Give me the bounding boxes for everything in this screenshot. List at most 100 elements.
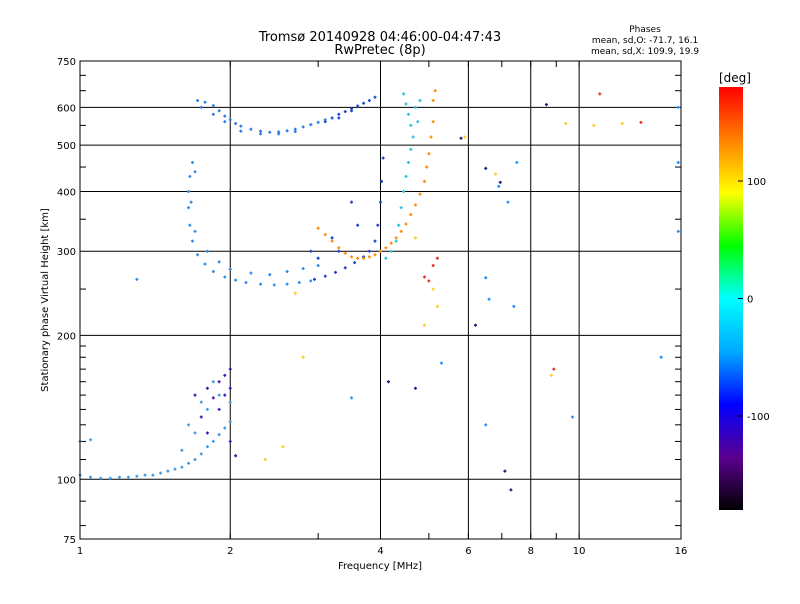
data-point (362, 256, 366, 260)
data-point (380, 179, 384, 183)
x-axis-label: Frequency [MHz] (338, 561, 422, 572)
data-point (425, 165, 429, 169)
data-point (373, 253, 377, 257)
data-point (506, 200, 510, 204)
data-point (190, 160, 194, 164)
data-point (404, 222, 408, 226)
data-point (228, 420, 232, 424)
data-point (293, 291, 297, 295)
data-point (211, 112, 215, 116)
data-point (187, 206, 191, 210)
data-point (297, 281, 301, 285)
data-point (199, 452, 203, 456)
data-point (272, 283, 276, 287)
data-point (203, 100, 207, 104)
data-point (440, 361, 443, 365)
data-point (217, 380, 221, 384)
data-point (676, 160, 680, 164)
data-point (223, 275, 227, 279)
x-tick-label: 8 (528, 546, 534, 557)
data-point (386, 380, 390, 384)
data-point (187, 461, 191, 465)
data-point (427, 152, 431, 156)
data-point (99, 476, 103, 480)
data-point (228, 400, 232, 404)
data-point (473, 323, 477, 327)
data-point (413, 236, 417, 240)
data-point (281, 445, 285, 449)
data-point (353, 261, 357, 265)
data-point (676, 105, 680, 109)
data-point (384, 256, 388, 260)
data-point (316, 264, 320, 268)
data-point (435, 256, 439, 260)
data-point (376, 223, 380, 227)
y-tick-label: 200 (57, 331, 76, 342)
data-point (259, 129, 263, 133)
data-point (384, 246, 388, 250)
data-point (189, 200, 193, 204)
data-point (356, 104, 360, 108)
data-point (343, 251, 347, 255)
x-tick-label: 6 (465, 546, 471, 557)
y-tick-label: 75 (63, 535, 76, 546)
data-point (362, 101, 366, 105)
data-point (512, 304, 516, 308)
data-point (309, 123, 313, 127)
data-point (343, 266, 347, 270)
data-point (431, 264, 435, 268)
data-point (418, 192, 422, 196)
phase-colorbar: [deg] 100 0 -100 (719, 71, 770, 510)
data-point (389, 241, 393, 245)
chart-title: Tromsø 20140928 04:46:00-04:47:43 (258, 30, 501, 45)
colorbar-tick-label: 100 (747, 177, 766, 188)
data-point (126, 475, 130, 479)
data-point (350, 200, 354, 204)
data-point (203, 262, 207, 266)
data-point (323, 120, 327, 124)
data-point (571, 415, 575, 419)
data-point (399, 229, 403, 233)
y-tick-label: 400 (57, 187, 76, 198)
data-point (413, 105, 417, 109)
data-point (268, 273, 272, 277)
data-point (356, 256, 360, 260)
data-point (367, 99, 371, 103)
data-point (598, 92, 602, 96)
data-point (135, 277, 139, 281)
x-tick-label: 4 (377, 546, 383, 557)
data-point (277, 132, 281, 136)
data-point (228, 118, 232, 122)
data-point (234, 278, 238, 282)
data-point (459, 136, 463, 140)
data-point (239, 129, 243, 133)
data-point (180, 465, 184, 469)
data-point (301, 125, 305, 129)
data-point (211, 439, 215, 443)
chart-subtitle: RwPretec (8p) (334, 43, 425, 58)
data-point (166, 469, 170, 473)
data-point (367, 249, 371, 253)
phases-o-stats: mean, sd,O: -71.7, 16.1 (592, 36, 698, 46)
data-point (159, 471, 163, 475)
data-point (199, 400, 203, 404)
data-point (404, 102, 408, 106)
data-point (187, 423, 191, 427)
data-point (199, 415, 203, 419)
data-point (406, 112, 410, 116)
data-point (337, 246, 341, 250)
data-point (544, 103, 548, 107)
data-point (379, 200, 382, 204)
data-point (411, 135, 415, 139)
data-point (193, 229, 197, 233)
colorbar-tick-label: 0 (747, 295, 753, 306)
data-point (180, 448, 184, 452)
data-point (312, 277, 316, 281)
data-point (234, 454, 238, 458)
data-point (409, 147, 413, 151)
data-point (193, 457, 197, 461)
data-point (228, 267, 232, 271)
data-point (463, 135, 467, 139)
data-point (205, 445, 209, 449)
data-point (309, 249, 313, 253)
